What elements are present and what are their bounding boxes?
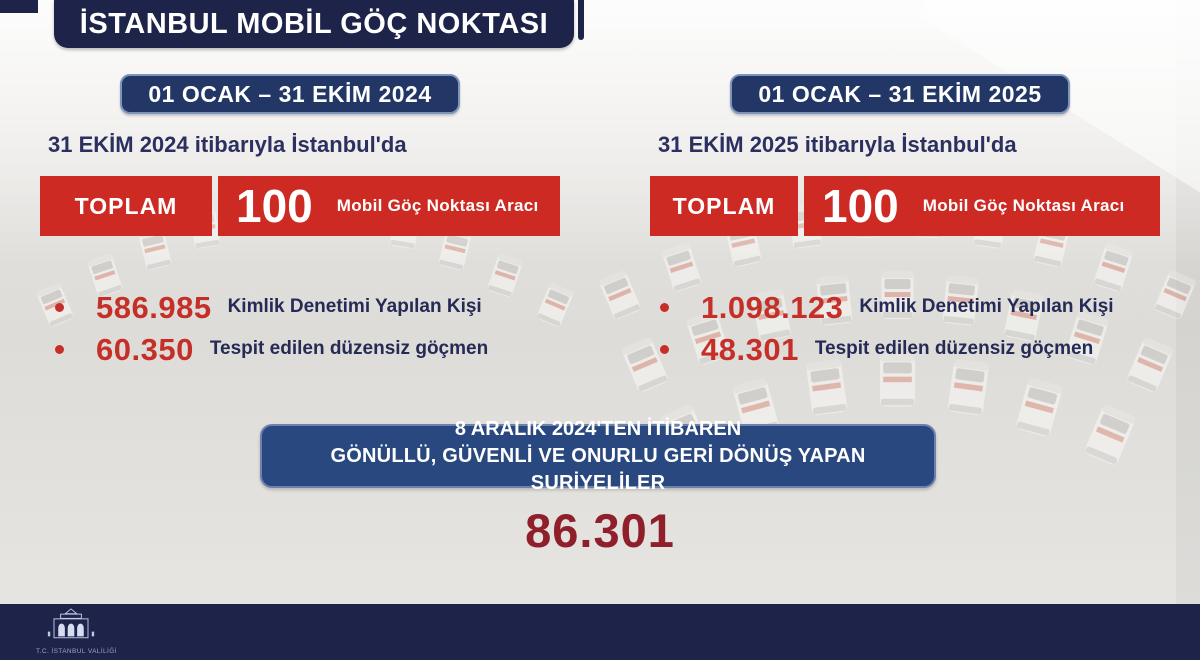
stat-label: Tespit edilen düzensiz göçmen <box>814 338 1094 359</box>
bullet-dot-icon <box>55 302 64 312</box>
total-unit-2025: Mobil Göç Noktası Aracı <box>922 196 1125 215</box>
as-of-2024-text: 31 EKİM 2024 itibarıyla İstanbul'da <box>48 132 407 157</box>
bullet-dot-icon <box>55 344 64 354</box>
page-title-box: İSTANBUL MOBİL GÖÇ NOKTASI <box>54 0 574 48</box>
page-title: İSTANBUL MOBİL GÖÇ NOKTASI <box>79 7 549 40</box>
period-badge-2025-label: 01 OCAK – 31 EKİM 2025 <box>758 80 1042 107</box>
total-unit-2024: Mobil Göç Noktası Aracı <box>336 196 539 215</box>
total-label-2024: TOPLAM <box>40 176 212 236</box>
total-label-2025: TOPLAM <box>650 176 798 236</box>
period-badge-2024: 01 OCAK – 31 EKİM 2024 <box>120 74 460 114</box>
stat-value: 586.985 <box>96 289 212 325</box>
footer-logo: T.C. İSTANBUL VALİLİĞİ <box>36 608 117 655</box>
stat-row: 60.350 Tespit edilen düzensiz göçmen <box>55 328 488 370</box>
stat-value: 1.098.123 <box>701 289 844 325</box>
returns-banner-line2: GÖNÜLLÜ, GÜVENLİ VE ONURLU GERİ DÖNÜŞ YA… <box>330 444 866 494</box>
stat-label: Kimlik Denetimi Yapılan Kişi <box>227 296 482 317</box>
stats-list-2025: 1.098.123 Kimlik Denetimi Yapılan Kişi 4… <box>660 286 1114 370</box>
returns-total-number: 86.301 <box>525 504 675 557</box>
footer-bar <box>0 604 1200 660</box>
bullet-dot-icon <box>660 344 669 354</box>
title-corner-tab <box>0 0 38 13</box>
title-edge-accent <box>578 0 584 40</box>
total-value-cell-2024: 100 Mobil Göç Noktası Aracı <box>218 176 560 236</box>
bullet-dot-icon <box>660 302 669 312</box>
stat-row: 1.098.123 Kimlik Denetimi Yapılan Kişi <box>660 286 1114 328</box>
total-banner-2024: TOPLAM 100 Mobil Göç Noktası Aracı <box>40 176 560 236</box>
as-of-2025-text: 31 EKİM 2025 itibarıyla İstanbul'da <box>658 132 1017 157</box>
total-banner-2025: TOPLAM 100 Mobil Göç Noktası Aracı <box>650 176 1160 236</box>
total-value-cell-2025: 100 Mobil Göç Noktası Aracı <box>804 176 1160 236</box>
stats-list-2024: 586.985 Kimlik Denetimi Yapılan Kişi 60.… <box>55 286 488 370</box>
returns-banner-line1: 8 ARALIK 2024'TEN İTİBAREN <box>454 417 742 440</box>
stat-value: 60.350 <box>96 331 194 367</box>
footer-logo-caption: T.C. İSTANBUL VALİLİĞİ <box>36 648 117 655</box>
stat-row: 48.301 Tespit edilen düzensiz göçmen <box>660 328 1114 370</box>
period-badge-2024-label: 01 OCAK – 31 EKİM 2024 <box>148 80 432 107</box>
stat-value: 48.301 <box>701 331 799 367</box>
total-value-2024: 100 <box>236 180 313 232</box>
total-value-2025: 100 <box>822 180 899 232</box>
returns-banner: 8 ARALIK 2024'TEN İTİBAREN GÖNÜLLÜ, GÜVE… <box>260 418 936 494</box>
stat-label: Kimlik Denetimi Yapılan Kişi <box>859 296 1114 317</box>
stat-row: 586.985 Kimlik Denetimi Yapılan Kişi <box>55 286 488 328</box>
period-badge-2025: 01 OCAK – 31 EKİM 2025 <box>730 74 1070 114</box>
stat-label: Tespit edilen düzensiz göçmen <box>209 338 489 359</box>
government-building-icon <box>47 608 95 639</box>
